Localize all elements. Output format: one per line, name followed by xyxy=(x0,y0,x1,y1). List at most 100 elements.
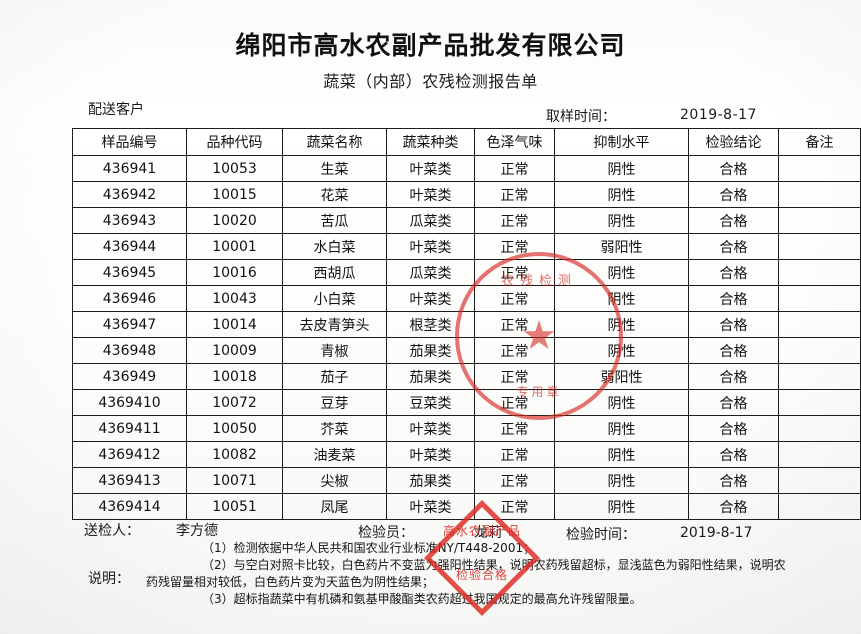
column-header-sample-no: 样品编号 xyxy=(72,128,187,156)
column-header-color-odor: 色泽气味 xyxy=(474,128,555,156)
pesticide-residue-table: 样品编号 品种代码 蔬菜名称 蔬菜种类 色泽气味 抑制水平 检验结论 备注 43… xyxy=(72,128,861,520)
inspector-name: 龙莉 xyxy=(474,525,502,541)
cell-category: 豆菜类 xyxy=(386,389,475,416)
cell-remark xyxy=(778,441,861,468)
cell-code: 10072 xyxy=(186,389,283,416)
table-row: 436941 10053 生菜 叶菜类 正常 阴性 合格 xyxy=(72,155,861,182)
cell-sample-no: 4369410 xyxy=(72,389,187,416)
cell-name: 西胡瓜 xyxy=(282,259,387,286)
sample-time-value: 2019-8-17 xyxy=(680,107,757,123)
cell-conclusion: 合格 xyxy=(688,415,779,442)
cell-sample-no: 4369411 xyxy=(72,415,187,442)
cell-name: 芥菜 xyxy=(282,415,387,442)
cell-name: 青椒 xyxy=(282,337,387,364)
cell-sample-no: 436946 xyxy=(72,285,187,312)
cell-remark xyxy=(778,493,861,520)
cell-name: 尖椒 xyxy=(282,467,387,494)
cell-code: 10043 xyxy=(186,285,283,312)
cell-sample-no: 4369413 xyxy=(72,467,187,494)
cell-code: 10082 xyxy=(186,441,283,468)
cell-category: 叶菜类 xyxy=(386,155,475,182)
cell-inhibition: 阴性 xyxy=(554,415,689,442)
table-row: 4369412 10082 油麦菜 叶菜类 正常 阴性 合格 xyxy=(72,441,861,468)
cell-sample-no: 436948 xyxy=(72,337,187,364)
cell-inhibition: 弱阳性 xyxy=(554,233,689,260)
column-header-remark: 备注 xyxy=(778,128,861,156)
cell-code: 10014 xyxy=(186,311,283,338)
table-row: 436945 10016 西胡瓜 瓜菜类 正常 阴性 合格 xyxy=(72,259,861,286)
column-header-inhibition: 抑制水平 xyxy=(554,128,689,156)
cell-category: 叶菜类 xyxy=(386,493,475,520)
cell-sample-no: 436941 xyxy=(72,155,187,182)
cell-conclusion: 合格 xyxy=(688,493,779,520)
cell-inhibition: 阴性 xyxy=(554,285,689,312)
report-subtitle: 蔬菜（内部）农残检测报告单 xyxy=(323,72,538,91)
cell-code: 10071 xyxy=(186,467,283,494)
cell-color-odor: 正常 xyxy=(474,363,555,390)
cell-conclusion: 合格 xyxy=(688,233,779,260)
cell-category: 叶菜类 xyxy=(386,181,475,208)
cell-category: 瓜菜类 xyxy=(386,207,475,234)
cell-category: 叶菜类 xyxy=(386,441,475,468)
cell-inhibition: 阴性 xyxy=(554,493,689,520)
cell-color-odor: 正常 xyxy=(474,337,555,364)
cell-remark xyxy=(778,207,861,234)
cell-name: 去皮青笋头 xyxy=(282,311,387,338)
inspection-date-value: 2019-8-17 xyxy=(680,525,753,541)
cell-name: 水白菜 xyxy=(282,233,387,260)
cell-sample-no: 436945 xyxy=(72,259,187,286)
cell-remark xyxy=(778,155,861,182)
cell-name: 小白菜 xyxy=(282,285,387,312)
table-row: 4369413 10071 尖椒 茄果类 正常 阴性 合格 xyxy=(72,467,861,494)
company-title: 绵阳市高水农副产品批发有限公司 xyxy=(235,31,626,60)
signature-row: 送检人： 李方德 检验员： 龙莉 检验时间： 2019-8-17 xyxy=(0,520,861,543)
cell-code: 10009 xyxy=(186,337,283,364)
cell-color-odor: 正常 xyxy=(474,389,555,416)
cell-code: 10015 xyxy=(186,181,283,208)
cell-inhibition: 阴性 xyxy=(554,259,689,286)
cell-code: 10051 xyxy=(186,493,283,520)
cell-sample-no: 436944 xyxy=(72,233,187,260)
note-line-2-continued: 药残留量相对较低，白色药片变为天蓝色为阴性结果； xyxy=(146,575,435,589)
submitter-label: 送检人： xyxy=(84,523,140,539)
delivery-customer-label: 配送客户 xyxy=(88,102,144,118)
cell-name: 花菜 xyxy=(282,181,387,208)
cell-category: 茄果类 xyxy=(386,467,475,494)
cell-color-odor: 正常 xyxy=(474,285,555,312)
cell-conclusion: 合格 xyxy=(688,311,779,338)
cell-inhibition: 阴性 xyxy=(554,389,689,416)
cell-conclusion: 合格 xyxy=(688,363,779,390)
inspector-label: 检验员： xyxy=(358,525,414,541)
cell-remark xyxy=(778,285,861,312)
cell-color-odor: 正常 xyxy=(474,493,555,520)
cell-conclusion: 合格 xyxy=(688,181,779,208)
note-line-2: （2）与空白对照卡比较，白色药片不变蓝为强阳性结果，说明农药残留超标，显浅蓝色为… xyxy=(202,558,786,572)
table-row: 436946 10043 小白菜 叶菜类 正常 阴性 合格 xyxy=(72,285,861,312)
cell-category: 叶菜类 xyxy=(386,233,475,260)
cell-color-odor: 正常 xyxy=(474,181,555,208)
cell-color-odor: 正常 xyxy=(474,259,555,286)
cell-code: 10020 xyxy=(186,207,283,234)
cell-name: 茄子 xyxy=(282,363,387,390)
cell-sample-no: 4369414 xyxy=(72,493,187,520)
table-body: 436941 10053 生菜 叶菜类 正常 阴性 合格 436942 1001… xyxy=(72,155,861,520)
cell-category: 叶菜类 xyxy=(386,285,475,312)
cell-color-odor: 正常 xyxy=(474,311,555,338)
cell-conclusion: 合格 xyxy=(688,155,779,182)
note-line-1: （1）检测依据中华人民共和国农业行业标准NY/T448-2001； xyxy=(202,541,536,555)
cell-sample-no: 436943 xyxy=(72,207,187,234)
cell-category: 茄果类 xyxy=(386,337,475,364)
cell-sample-no: 436942 xyxy=(72,181,187,208)
cell-remark xyxy=(778,181,861,208)
table-row: 4369410 10072 豆芽 豆菜类 正常 阴性 合格 xyxy=(72,389,861,416)
cell-category: 根茎类 xyxy=(386,311,475,338)
cell-code: 10001 xyxy=(186,233,283,260)
cell-inhibition: 阴性 xyxy=(554,155,689,182)
cell-conclusion: 合格 xyxy=(688,467,779,494)
cell-remark xyxy=(778,363,861,390)
table-header-row: 样品编号 品种代码 蔬菜名称 蔬菜种类 色泽气味 抑制水平 检验结论 备注 xyxy=(72,128,861,156)
cell-remark xyxy=(778,337,861,364)
cell-sample-no: 4369412 xyxy=(72,441,187,468)
cell-code: 10016 xyxy=(186,259,283,286)
